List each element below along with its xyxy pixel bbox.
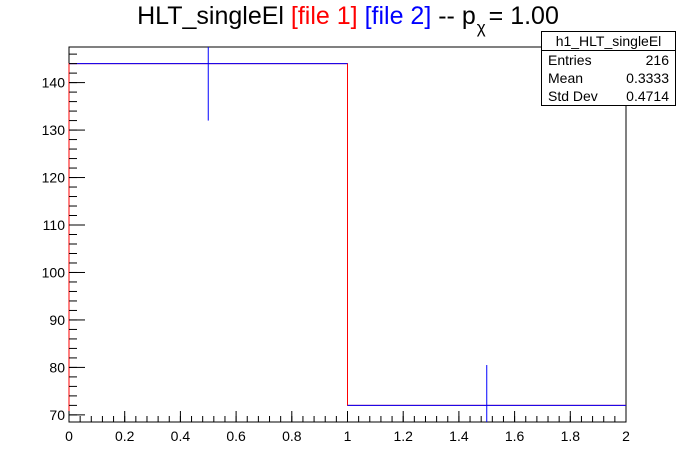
x-tick-label: 1.8	[561, 428, 581, 444]
y-tick-label: 110	[43, 217, 66, 233]
stats-row-entries: Entries 216	[542, 51, 675, 69]
stats-label: Std Dev	[548, 88, 598, 104]
series-file1-step	[68, 63, 626, 422]
y-tick-label: 120	[42, 170, 66, 186]
y-tick-label: 100	[42, 264, 66, 280]
x-tick-label: 0.2	[115, 428, 135, 444]
title-subscript: χ	[476, 18, 486, 37]
x-tick-label: 1.2	[393, 428, 413, 444]
y-tick-label: 130	[42, 122, 66, 138]
x-tick-label: 0.8	[282, 428, 302, 444]
stats-row-mean: Mean 0.3333	[542, 69, 675, 87]
chart-title: HLT_singleEl [file 1] [file 2] -- pχ = 1.…	[0, 2, 696, 37]
x-tick-label: 1.4	[449, 428, 469, 444]
x-tick-label: 0.6	[226, 428, 246, 444]
title-file2: [file 2]	[364, 2, 432, 30]
y-tick-label: 140	[42, 75, 66, 91]
title-separator: -- p	[438, 2, 476, 30]
x-tick-label: 1	[344, 428, 352, 444]
stats-value: 0.4714	[626, 88, 669, 104]
title-main: HLT_singleEl	[137, 2, 284, 30]
y-tick-label: 70	[49, 407, 65, 423]
stats-name: h1_HLT_singleEl	[542, 32, 675, 51]
y-tick-label: 90	[49, 312, 65, 328]
x-tick-label: 2	[622, 428, 630, 444]
title-file1: [file 1]	[290, 2, 358, 30]
stats-label: Entries	[548, 52, 592, 68]
stats-row-stddev: Std Dev 0.4714	[542, 87, 675, 105]
stats-label: Mean	[548, 70, 584, 86]
x-tick-label: 0	[65, 428, 73, 444]
stats-value: 216	[645, 52, 669, 68]
stats-box: h1_HLT_singleEl Entries 216 Mean 0.3333 …	[541, 31, 676, 106]
y-tick-label: 80	[49, 359, 65, 375]
x-tick-label: 0.4	[171, 428, 191, 444]
x-tick-label: 1.6	[505, 428, 525, 444]
title-value: = 1.00	[488, 2, 559, 30]
stats-value: 0.3333	[626, 70, 669, 86]
